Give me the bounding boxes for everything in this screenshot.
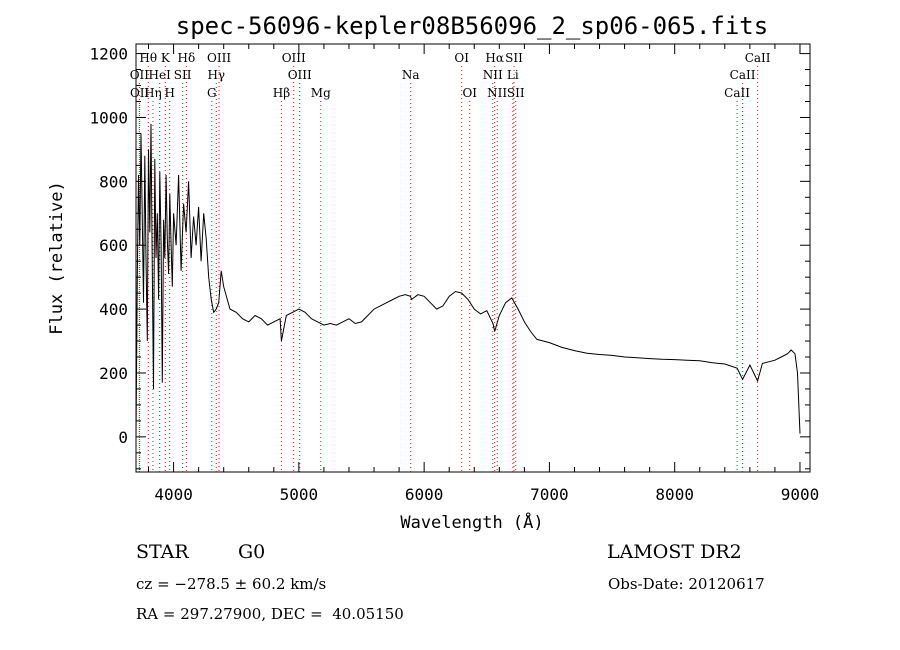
- x-tick-label-8000: 8000: [655, 485, 694, 504]
- ref-label-middle-3: Hγ: [207, 68, 225, 82]
- chart-title: spec-56096-kepler08B56096_2_sp06-065.fit…: [176, 12, 768, 40]
- ref-label-lower-6: OI: [462, 86, 477, 100]
- ref-label-middle-0: OII: [130, 68, 150, 82]
- redshift-velocity: cz = −278.5 ± 60.2 km/s: [136, 575, 327, 593]
- object-class: STAR: [136, 541, 189, 563]
- ref-label-lower-9: CaII: [724, 86, 750, 100]
- object-subclass: G0: [238, 541, 266, 563]
- ref-label-lower-0: OII: [130, 86, 150, 100]
- y-tick-label-800: 800: [99, 172, 128, 191]
- ref-label-lower-8: SII: [507, 86, 525, 100]
- ref-label-upper-3: OIII: [207, 51, 231, 65]
- ref-label-middle-4: OIII: [288, 68, 312, 82]
- y-tick-label-1000: 1000: [89, 108, 128, 127]
- x-tick-label-7000: 7000: [530, 485, 569, 504]
- ref-label-middle-5: Na: [402, 68, 420, 82]
- ref-label-lower-4: Hβ: [273, 86, 290, 100]
- ref-label-lower-5: Mg: [311, 86, 331, 100]
- ref-label-upper-6: Hα: [485, 51, 504, 65]
- ref-label-lower-3: G: [207, 86, 217, 100]
- ref-label-upper-2: Hδ: [178, 51, 196, 65]
- y-tick-label-400: 400: [99, 300, 128, 319]
- axes-layer: 4000 5000 6000 7000 8000 9000 0 200 400 600 800 100…: [89, 44, 819, 504]
- y-tick-label-200: 200: [99, 364, 128, 383]
- coordinates: RA = 297.27900, DEC = 40.05150: [136, 605, 404, 623]
- survey-name: LAMOST DR2: [607, 541, 742, 563]
- ref-label-middle-8: CaII: [730, 68, 756, 82]
- ref-label-middle-2: SII: [174, 68, 192, 82]
- ref-label-upper-1: K: [161, 51, 171, 65]
- plot-frame: [135, 43, 811, 473]
- y-axis-label: Flux (relative): [47, 181, 67, 335]
- ref-label-middle-1: HeI: [149, 68, 172, 82]
- x-axis-label: Wavelength (Å): [400, 511, 543, 533]
- x-tick-label-5000: 5000: [280, 485, 319, 504]
- ref-label-upper-5: OI: [454, 51, 469, 65]
- x-tick-label-6000: 6000: [405, 485, 444, 504]
- ref-label-lower-1: Hη: [144, 86, 162, 100]
- ref-label-middle-7: Li: [507, 68, 519, 82]
- y-tick-label-0: 0: [118, 428, 128, 447]
- ref-label-upper-0: Hθ: [139, 51, 157, 65]
- spectrum-line: [135, 123, 801, 437]
- observation-date: Obs-Date: 20120617: [608, 575, 765, 593]
- y-tick-label-1200: 1200: [89, 45, 128, 64]
- reference-lines-layer: [138, 66, 759, 472]
- ref-label-middle-6: NII: [483, 68, 503, 82]
- ref-label-lower-2: H: [164, 86, 174, 100]
- ref-label-lower-7: NII: [487, 86, 507, 100]
- y-tick-label-600: 600: [99, 236, 128, 255]
- ref-label-upper-7: SII: [505, 51, 523, 65]
- x-tick-label-9000: 9000: [781, 485, 820, 504]
- ref-label-upper-4: OIII: [282, 51, 306, 65]
- x-tick-label-4000: 4000: [154, 485, 193, 504]
- ref-label-upper-8: CaII: [745, 51, 771, 65]
